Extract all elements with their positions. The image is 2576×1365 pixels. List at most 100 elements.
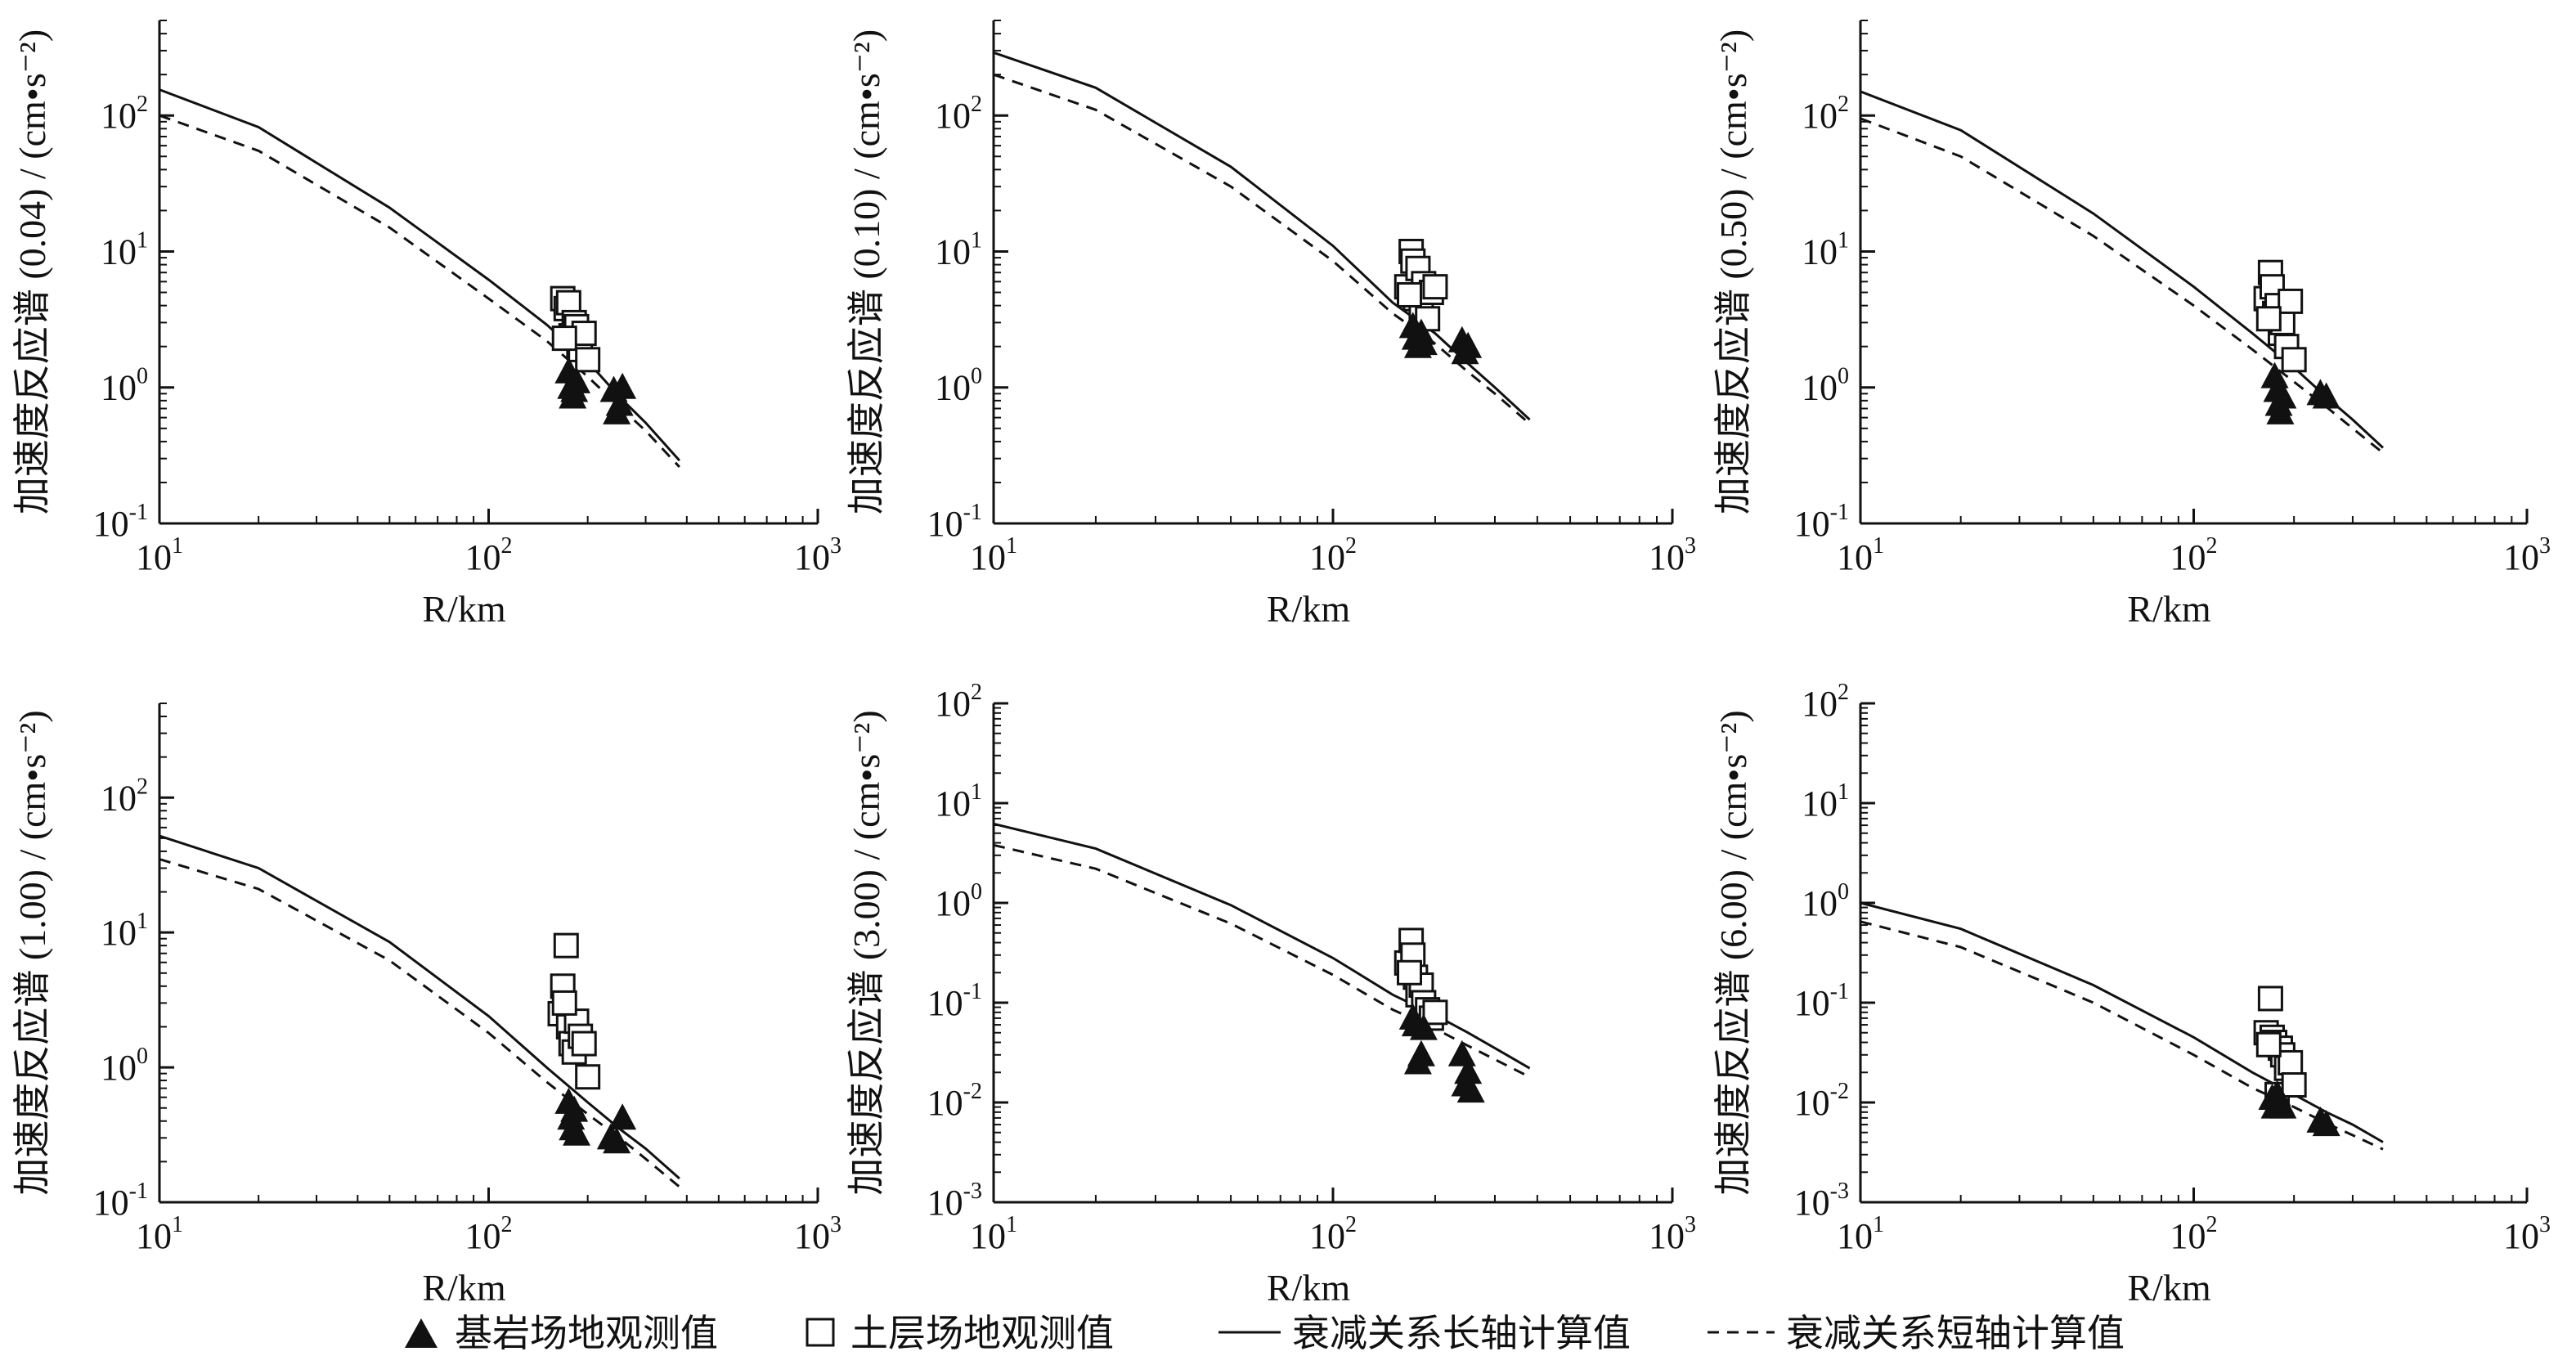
soil-site-point [2255,1031,2282,1057]
rock-site-point [563,366,591,393]
x-tick-label: 103 [794,533,841,577]
x-axis-label: R/km [2127,588,2210,630]
rock-site-point [2260,361,2289,388]
legend-soil-marker [806,1318,835,1347]
y-tick-label: 102 [101,92,148,136]
rock-site-point [2312,382,2340,409]
soil-site-point [553,932,579,959]
rock-site-point [2269,382,2297,409]
x-axis-label: R/km [1267,1267,1350,1309]
y-tick-label: 102 [101,774,148,818]
y-axis-label: 加速度反应谱 (6.00) / (cm•s⁻²) [1712,710,1754,1195]
y-tick-label: 10-3 [1794,1179,1849,1223]
soil-site-point [551,990,577,1016]
rock-site-point [2266,397,2295,424]
long-axis-curve [159,834,680,1180]
long-axis-curve [1860,901,2384,1143]
rock-site-point [608,372,637,399]
x-tick-label: 102 [2170,533,2218,577]
y-tick-label: 100 [101,364,148,408]
rock-site-point [1409,329,1438,356]
y-tick-label: 101 [101,909,148,953]
legend-short-label: 衰减关系短轴计算值 [1786,1313,2125,1354]
y-axis-label: 加速度反应谱 (1.00) / (cm•s⁻²) [11,710,53,1195]
soil-site-point [571,1030,597,1057]
soil-site-point [551,326,577,352]
x-tick-label: 102 [465,533,513,577]
rock-site-point [560,1095,589,1122]
short-axis-curve [993,843,1531,1079]
y-tick-label: 102 [935,92,982,136]
y-tick-label: 10-2 [927,1079,982,1123]
y-tick-label: 10-1 [1794,979,1849,1023]
y-tick-label: 102 [935,680,982,724]
soil-site-point [1397,281,1423,308]
rock-site-point [1409,1013,1438,1040]
soil-site-point [1397,959,1423,986]
y-tick-label: 10-1 [93,1179,148,1223]
x-axis-label: R/km [422,588,505,630]
legend: 基岩场地观测值 土层场地观测值 衰减关系长轴计算值 衰减关系短轴计算值 [405,1313,2125,1354]
x-tick-label: 103 [2503,1212,2551,1256]
y-tick-label: 10-1 [1794,500,1849,544]
y-tick-label: 100 [1802,364,1849,408]
long-axis-curve [993,51,1531,421]
short-axis-curve [993,73,1531,425]
short-axis-curve [159,858,680,1188]
x-axis-label: R/km [422,1267,505,1309]
x-tick-label: 103 [2503,533,2551,577]
rock-site-point [1447,1039,1476,1066]
soil-site-point [2278,1049,2304,1075]
y-tick-label: 101 [935,779,982,824]
soil-site-point [1422,274,1448,300]
soil-site-point [2278,288,2304,314]
x-axis-label: R/km [2127,1267,2210,1309]
soil-site-point [1422,999,1448,1026]
x-tick-label: 102 [465,1212,513,1256]
y-tick-label: 102 [1802,92,1849,136]
y-tick-label: 101 [1802,779,1849,824]
rock-site-point [1454,1057,1483,1084]
short-axis-curve [1860,117,2384,454]
short-axis-curve [159,114,680,469]
subplot-6: 101 102 103 10-3 10-2 10-1 100 101 102 R/km 加速度反应谱… [1712,680,2551,1309]
rock-site-point [563,1119,591,1146]
y-tick-label: 10-2 [1794,1079,1849,1123]
y-tick-label: 101 [101,227,148,272]
y-tick-label: 100 [935,364,982,408]
x-tick-label: 101 [1837,533,1884,577]
rock-site-point [1407,1039,1435,1066]
soil-site-point [2281,347,2307,373]
rock-site-point [1454,331,1483,358]
long-axis-curve [1860,90,2385,449]
rock-site-point [603,1127,631,1154]
x-tick-label: 101 [1837,1212,1884,1256]
rock-site-point [1456,1076,1485,1103]
x-tick-label: 102 [1309,533,1357,577]
y-tick-label: 102 [1802,680,1849,724]
y-axis-label: 加速度反应谱 (3.00) / (cm•s⁻²) [846,710,887,1195]
x-tick-label: 103 [794,1212,841,1256]
rock-site-point [2312,1110,2340,1137]
y-tick-label: 101 [935,227,982,272]
y-tick-label: 10-1 [927,979,982,1023]
subplot-4: 101 102 103 10-1 100 101 102 R/km 加速度反应谱 (1.00) … [11,703,841,1309]
x-tick-label: 102 [2170,1212,2218,1256]
x-tick-label: 101 [970,533,1017,577]
x-tick-label: 102 [1309,1212,1357,1256]
y-tick-label: 100 [101,1044,148,1088]
x-tick-label: 103 [1649,1212,1696,1256]
x-tick-label: 101 [136,1212,183,1256]
legend-rock-label: 基岩场地观测值 [455,1313,718,1354]
legend-long-label: 衰减关系长轴计算值 [1292,1313,1631,1354]
soil-site-point [2281,1072,2307,1098]
soil-site-point [2257,986,2283,1012]
x-tick-label: 101 [970,1212,1017,1256]
y-tick-label: 100 [935,879,982,923]
legend-soil-label: 土层场地观测值 [850,1313,1114,1354]
subplot-5: 101 102 10310-310-210-1100101102R/km加速度反应谱… [846,680,1696,1309]
rock-site-point [605,389,634,416]
